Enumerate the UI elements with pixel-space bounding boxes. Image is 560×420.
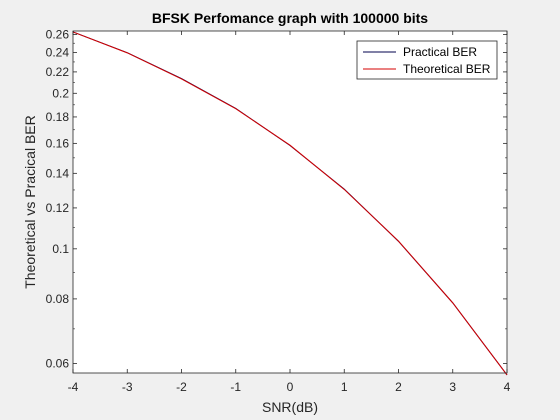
y-axis-title: Theoretical vs Pracical BER: [22, 115, 38, 289]
legend: Practical BER Theoretical BER: [356, 40, 498, 80]
y-tick-label: 0.06: [46, 356, 70, 370]
x-tick-label: 2: [395, 380, 402, 394]
x-axis-title: SNR(dB): [262, 399, 318, 415]
x-tick-label: -1: [230, 380, 241, 394]
y-tick-label: 0.18: [46, 110, 70, 124]
x-tick-label: -2: [176, 380, 187, 394]
y-tick-label: 0.1: [52, 242, 69, 256]
x-tick-label: -3: [122, 380, 133, 394]
x-tick-label: 3: [449, 380, 456, 394]
y-tick-label: 0.12: [46, 201, 70, 215]
y-tick-label: 0.26: [46, 27, 70, 41]
legend-label-practical-ber: Practical BER: [403, 45, 477, 59]
legend-box: [356, 40, 498, 80]
y-axis: 0.06 0.08 0.1 0.12 0.14 0.16 0.18 0.2 0.22 0.24 0.…: [46, 27, 507, 370]
chart-title: BFSK Perfomance graph with 100000 bits: [152, 10, 428, 26]
series-line-theoretical-ber: [72, 31, 508, 376]
y-tick-label: 0.14: [46, 166, 70, 180]
series-group: [72, 31, 508, 376]
y-tick-label: 0.16: [46, 136, 70, 150]
x-tick-label: 4: [504, 380, 511, 394]
x-tick-label: -4: [68, 380, 79, 394]
y-tick-label: 0.2: [52, 86, 69, 100]
x-tick-label: 0: [287, 380, 294, 394]
plot-area: [73, 31, 507, 373]
y-tick-label: 0.22: [46, 65, 70, 79]
x-tick-label: 1: [341, 380, 348, 394]
y-tick-label: 0.24: [46, 45, 70, 59]
x-axis: -4 -3 -2 -1 0 1 2 3 4: [68, 31, 511, 394]
y-tick-label: 0.08: [46, 292, 70, 306]
legend-label-theoretical-ber: Theoretical BER: [403, 62, 491, 76]
